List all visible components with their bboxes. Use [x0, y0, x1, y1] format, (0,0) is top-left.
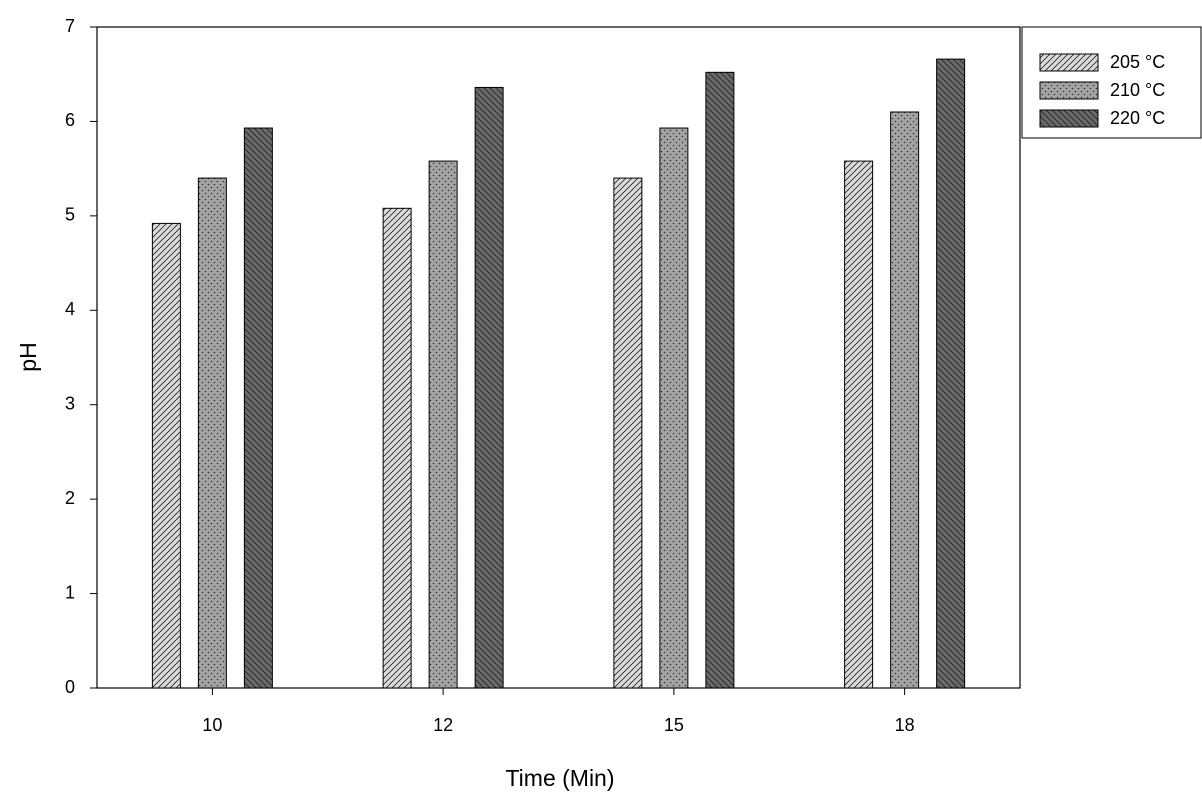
legend-swatch: [1039, 53, 1099, 72]
x-tick-label: 15: [664, 715, 684, 735]
legend-label: 220 °C: [1110, 108, 1165, 128]
y-tick-label: 7: [65, 16, 75, 36]
bar: [197, 177, 227, 689]
bar: [243, 127, 273, 689]
y-axis-label: pH: [15, 342, 41, 371]
y-tick-label: 6: [65, 110, 75, 130]
bar: [890, 111, 920, 689]
x-tick-label: 18: [895, 715, 915, 735]
legend-label: 210 °C: [1110, 80, 1165, 100]
x-tick-label: 10: [202, 715, 222, 735]
y-tick-label: 5: [65, 205, 75, 225]
bar: [705, 71, 735, 689]
x-axis-label: Time (Min): [505, 765, 614, 791]
bar: [382, 207, 412, 689]
y-tick-label: 0: [65, 677, 75, 697]
bar: [151, 222, 181, 689]
legend-swatch: [1039, 109, 1099, 128]
y-tick-label: 2: [65, 488, 75, 508]
y-tick-label: 1: [65, 582, 75, 602]
bar: [844, 160, 874, 689]
bar: [613, 177, 643, 689]
y-tick-label: 4: [65, 299, 75, 319]
legend-swatch: [1039, 81, 1099, 100]
bar: [428, 160, 458, 689]
bar: [474, 86, 504, 689]
legend-label: 205 °C: [1110, 52, 1165, 72]
bar: [936, 58, 966, 689]
x-tick-label: 12: [433, 715, 453, 735]
bar: [659, 127, 689, 689]
plot-frame: [96, 26, 1021, 689]
y-tick-label: 3: [65, 393, 75, 413]
